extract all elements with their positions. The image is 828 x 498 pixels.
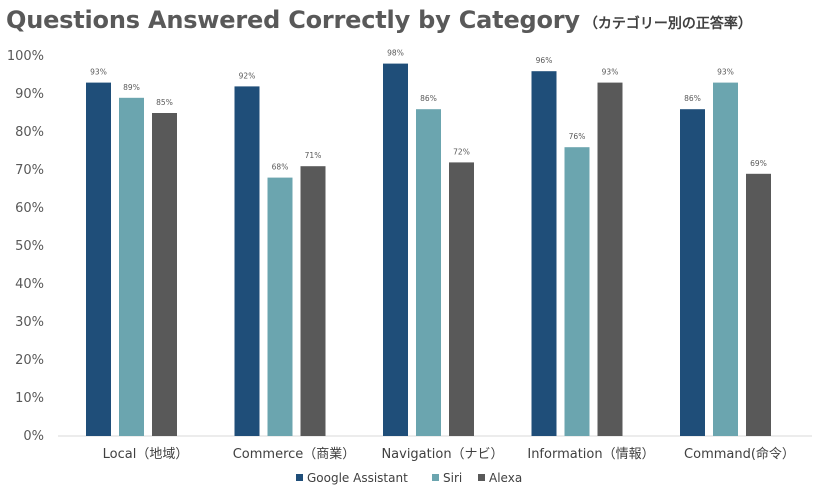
y-tick-label: 20%: [15, 353, 44, 368]
data-label: 72%: [453, 147, 470, 156]
bar: [152, 113, 177, 436]
bar: [416, 109, 441, 436]
data-label: 93%: [717, 68, 734, 77]
data-label: 98%: [387, 49, 404, 58]
legend-swatch: [478, 474, 485, 481]
bar: [597, 82, 623, 436]
data-label: 89%: [123, 83, 140, 92]
data-label: 93%: [602, 68, 619, 77]
data-label: 92%: [239, 71, 256, 80]
chart-subtitle: （カテゴリー別の正答率）: [583, 16, 752, 32]
bar: [746, 173, 771, 437]
data-label: 96%: [536, 56, 553, 65]
y-tick-label: 90%: [15, 87, 44, 102]
category-label: Navigation（ナビ）: [381, 447, 503, 462]
y-tick-label: 70%: [15, 163, 44, 178]
category-label: Commerce（商業）: [233, 446, 356, 462]
bar: [383, 63, 408, 436]
y-tick-label: 80%: [15, 125, 44, 140]
data-label: 68%: [272, 163, 289, 172]
y-tick-label: 40%: [15, 277, 44, 292]
legend-label: Siri: [443, 471, 462, 485]
legend-swatch: [432, 474, 439, 481]
bar: [234, 86, 260, 437]
data-label: 93%: [90, 68, 107, 77]
data-label: 69%: [750, 159, 767, 168]
bar: [713, 82, 738, 436]
category-label: Command(命令）: [684, 446, 795, 462]
bar: [564, 147, 590, 436]
data-label: 85%: [156, 98, 173, 107]
data-label: 76%: [569, 132, 586, 141]
chart-title-block: Questions Answered Correctly by Category…: [6, 6, 752, 34]
y-tick-label: 0%: [23, 429, 44, 444]
y-tick-label: 60%: [15, 201, 44, 216]
y-tick-label: 10%: [15, 391, 44, 406]
bar: [531, 71, 557, 436]
legend-label: Alexa: [489, 471, 522, 485]
y-tick-label: 100%: [7, 49, 44, 64]
y-tick-label: 50%: [15, 239, 44, 254]
bar: [86, 82, 111, 436]
category-label: Local（地域）: [103, 447, 189, 462]
category-label: Information（情報）: [527, 447, 654, 462]
data-label: 86%: [420, 94, 437, 103]
legend-swatch: [296, 474, 303, 481]
bar: [119, 97, 144, 437]
bar: [267, 177, 293, 436]
bar: [680, 109, 705, 436]
legend-label: Google Assistant: [307, 471, 408, 485]
bar: [300, 166, 326, 436]
data-label: 71%: [305, 151, 322, 160]
y-tick-label: 30%: [15, 315, 44, 330]
chart-title: Questions Answered Correctly by Category: [6, 6, 580, 34]
bar: [449, 162, 474, 436]
data-label: 86%: [684, 94, 701, 103]
